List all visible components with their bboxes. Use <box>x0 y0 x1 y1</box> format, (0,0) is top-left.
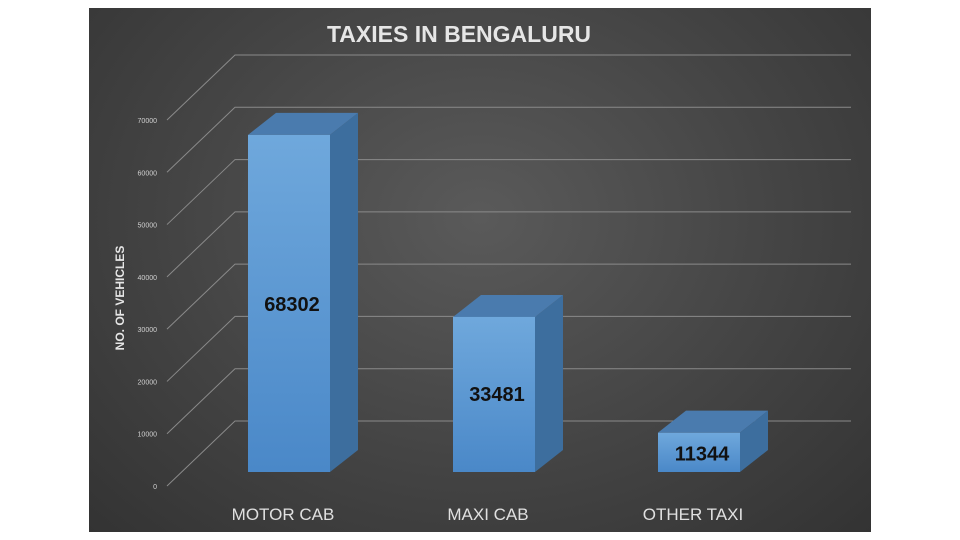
bar-side <box>740 410 768 472</box>
y-tick-label: 30000 <box>138 327 158 334</box>
y-tick-label: 50000 <box>138 223 158 230</box>
bar-front <box>453 316 535 472</box>
bar <box>658 410 768 472</box>
bar-front <box>658 432 740 472</box>
data-label: 11344 <box>675 444 730 466</box>
bar-side <box>330 112 358 472</box>
y-axis-label: NO. OF VEHICLES <box>113 246 127 351</box>
data-label: 33481 <box>469 384 525 406</box>
x-tick-label: MAXI CAB <box>447 505 528 524</box>
y-tick-label: 10000 <box>138 432 158 439</box>
gridline <box>166 420 851 487</box>
bar-top <box>248 112 358 135</box>
x-tick-label: OTHER TAXI <box>643 505 743 524</box>
y-tick-label: 60000 <box>138 170 158 177</box>
gridline <box>166 263 851 330</box>
y-tick-label: 20000 <box>138 379 158 386</box>
bar-side <box>535 294 563 472</box>
y-tick-label: 70000 <box>138 118 158 125</box>
bar-top <box>658 410 768 433</box>
y-tick-label: 40000 <box>138 275 158 282</box>
bar-top <box>453 294 563 317</box>
gridline <box>166 159 851 225</box>
bar-chart: TAXIES IN BENGALURU NO. OF VEHICLES 0 100… <box>113 21 851 524</box>
bar <box>453 294 563 472</box>
chart-title: TAXIES IN BENGALURU <box>327 21 591 47</box>
bar <box>248 112 358 472</box>
y-tick-label: 0 <box>153 484 157 491</box>
data-labels: 68302 33481 11344 <box>264 294 730 466</box>
y-axis-ticks: 0 10000 20000 30000 40000 50000 60000 70000 <box>138 118 158 491</box>
gridline <box>166 315 851 382</box>
x-tick-label: MOTOR CAB <box>232 505 335 524</box>
gridline <box>166 368 851 435</box>
gridlines <box>166 54 851 487</box>
data-label: 68302 <box>264 294 320 316</box>
gridline <box>166 106 851 173</box>
bars <box>248 112 768 472</box>
bar-front <box>248 134 330 472</box>
chart-panel: TAXIES IN BENGALURU NO. OF VEHICLES 0 100… <box>89 8 871 532</box>
gridline <box>166 54 851 121</box>
x-axis-ticks: MOTOR CAB MAXI CAB OTHER TAXI <box>232 505 744 524</box>
gridline <box>166 211 851 278</box>
